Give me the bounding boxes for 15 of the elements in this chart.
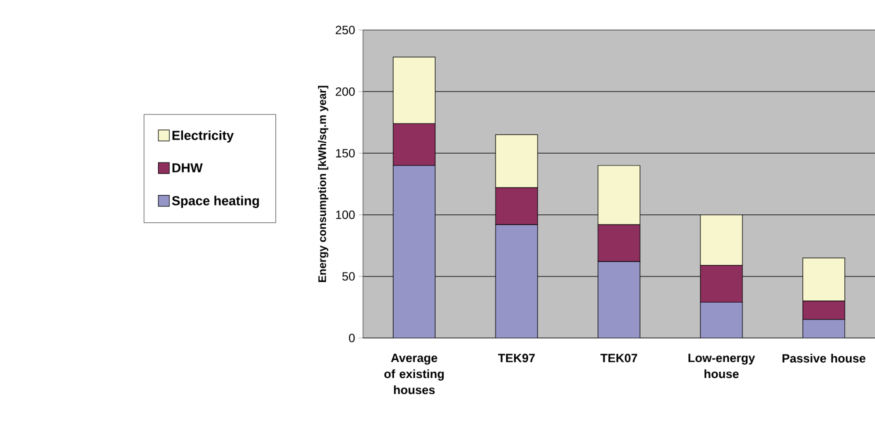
legend-label: DHW: [172, 163, 203, 172]
x-tick-label: Average of existing houses: [384, 354, 444, 394]
x-tick-label: TEK07: [600, 354, 638, 362]
x-tick-label: Passive house: [782, 354, 866, 363]
y-tick-label: 200: [336, 87, 355, 96]
y-tick-label: 100: [336, 210, 355, 220]
x-tick-label: Low-energy house: [688, 354, 755, 378]
y-axis-title: Energy consumption [kWh/sq.m year]: [318, 86, 328, 282]
y-tick-label: 250: [336, 26, 355, 34]
y-tick-label: 0: [349, 334, 355, 342]
y-tick-label: 150: [336, 148, 355, 158]
y-tick-label: 50: [342, 272, 355, 281]
legend-label: Electricity: [172, 130, 234, 143]
legend-label: Space heating: [172, 196, 259, 208]
x-tick-label: TEK97: [498, 354, 535, 362]
